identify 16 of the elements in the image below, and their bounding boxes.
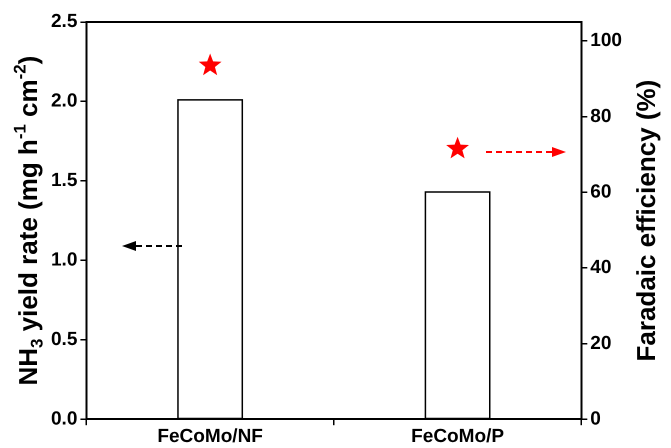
y-tick-label: 1.0 <box>50 250 78 271</box>
y2-tick-label: 40 <box>590 257 612 278</box>
y2-tick-label: 60 <box>590 181 612 202</box>
y2-tick-label: 20 <box>590 332 612 354</box>
y-axis-title: NH3 yield rate (mg h-1 cm-2) <box>10 56 46 386</box>
y2-axis-title: Faradaic efficiency (%) <box>631 80 662 362</box>
y2-tick-label: 100 <box>590 30 622 52</box>
y2-tick-label: 0 <box>590 408 601 430</box>
y-tick-label: 2.5 <box>50 11 78 32</box>
x-tick-label: FeCoMo/NF <box>157 426 263 447</box>
y-tick-label: 0.5 <box>50 328 78 350</box>
y2-tick-label: 80 <box>590 106 612 127</box>
y-tick-label: 1.5 <box>50 170 78 192</box>
y-tick-label: 2.0 <box>50 90 78 112</box>
x-tick-label: FeCoMo/P <box>411 426 504 447</box>
y-tick-label: 0.0 <box>50 408 78 430</box>
